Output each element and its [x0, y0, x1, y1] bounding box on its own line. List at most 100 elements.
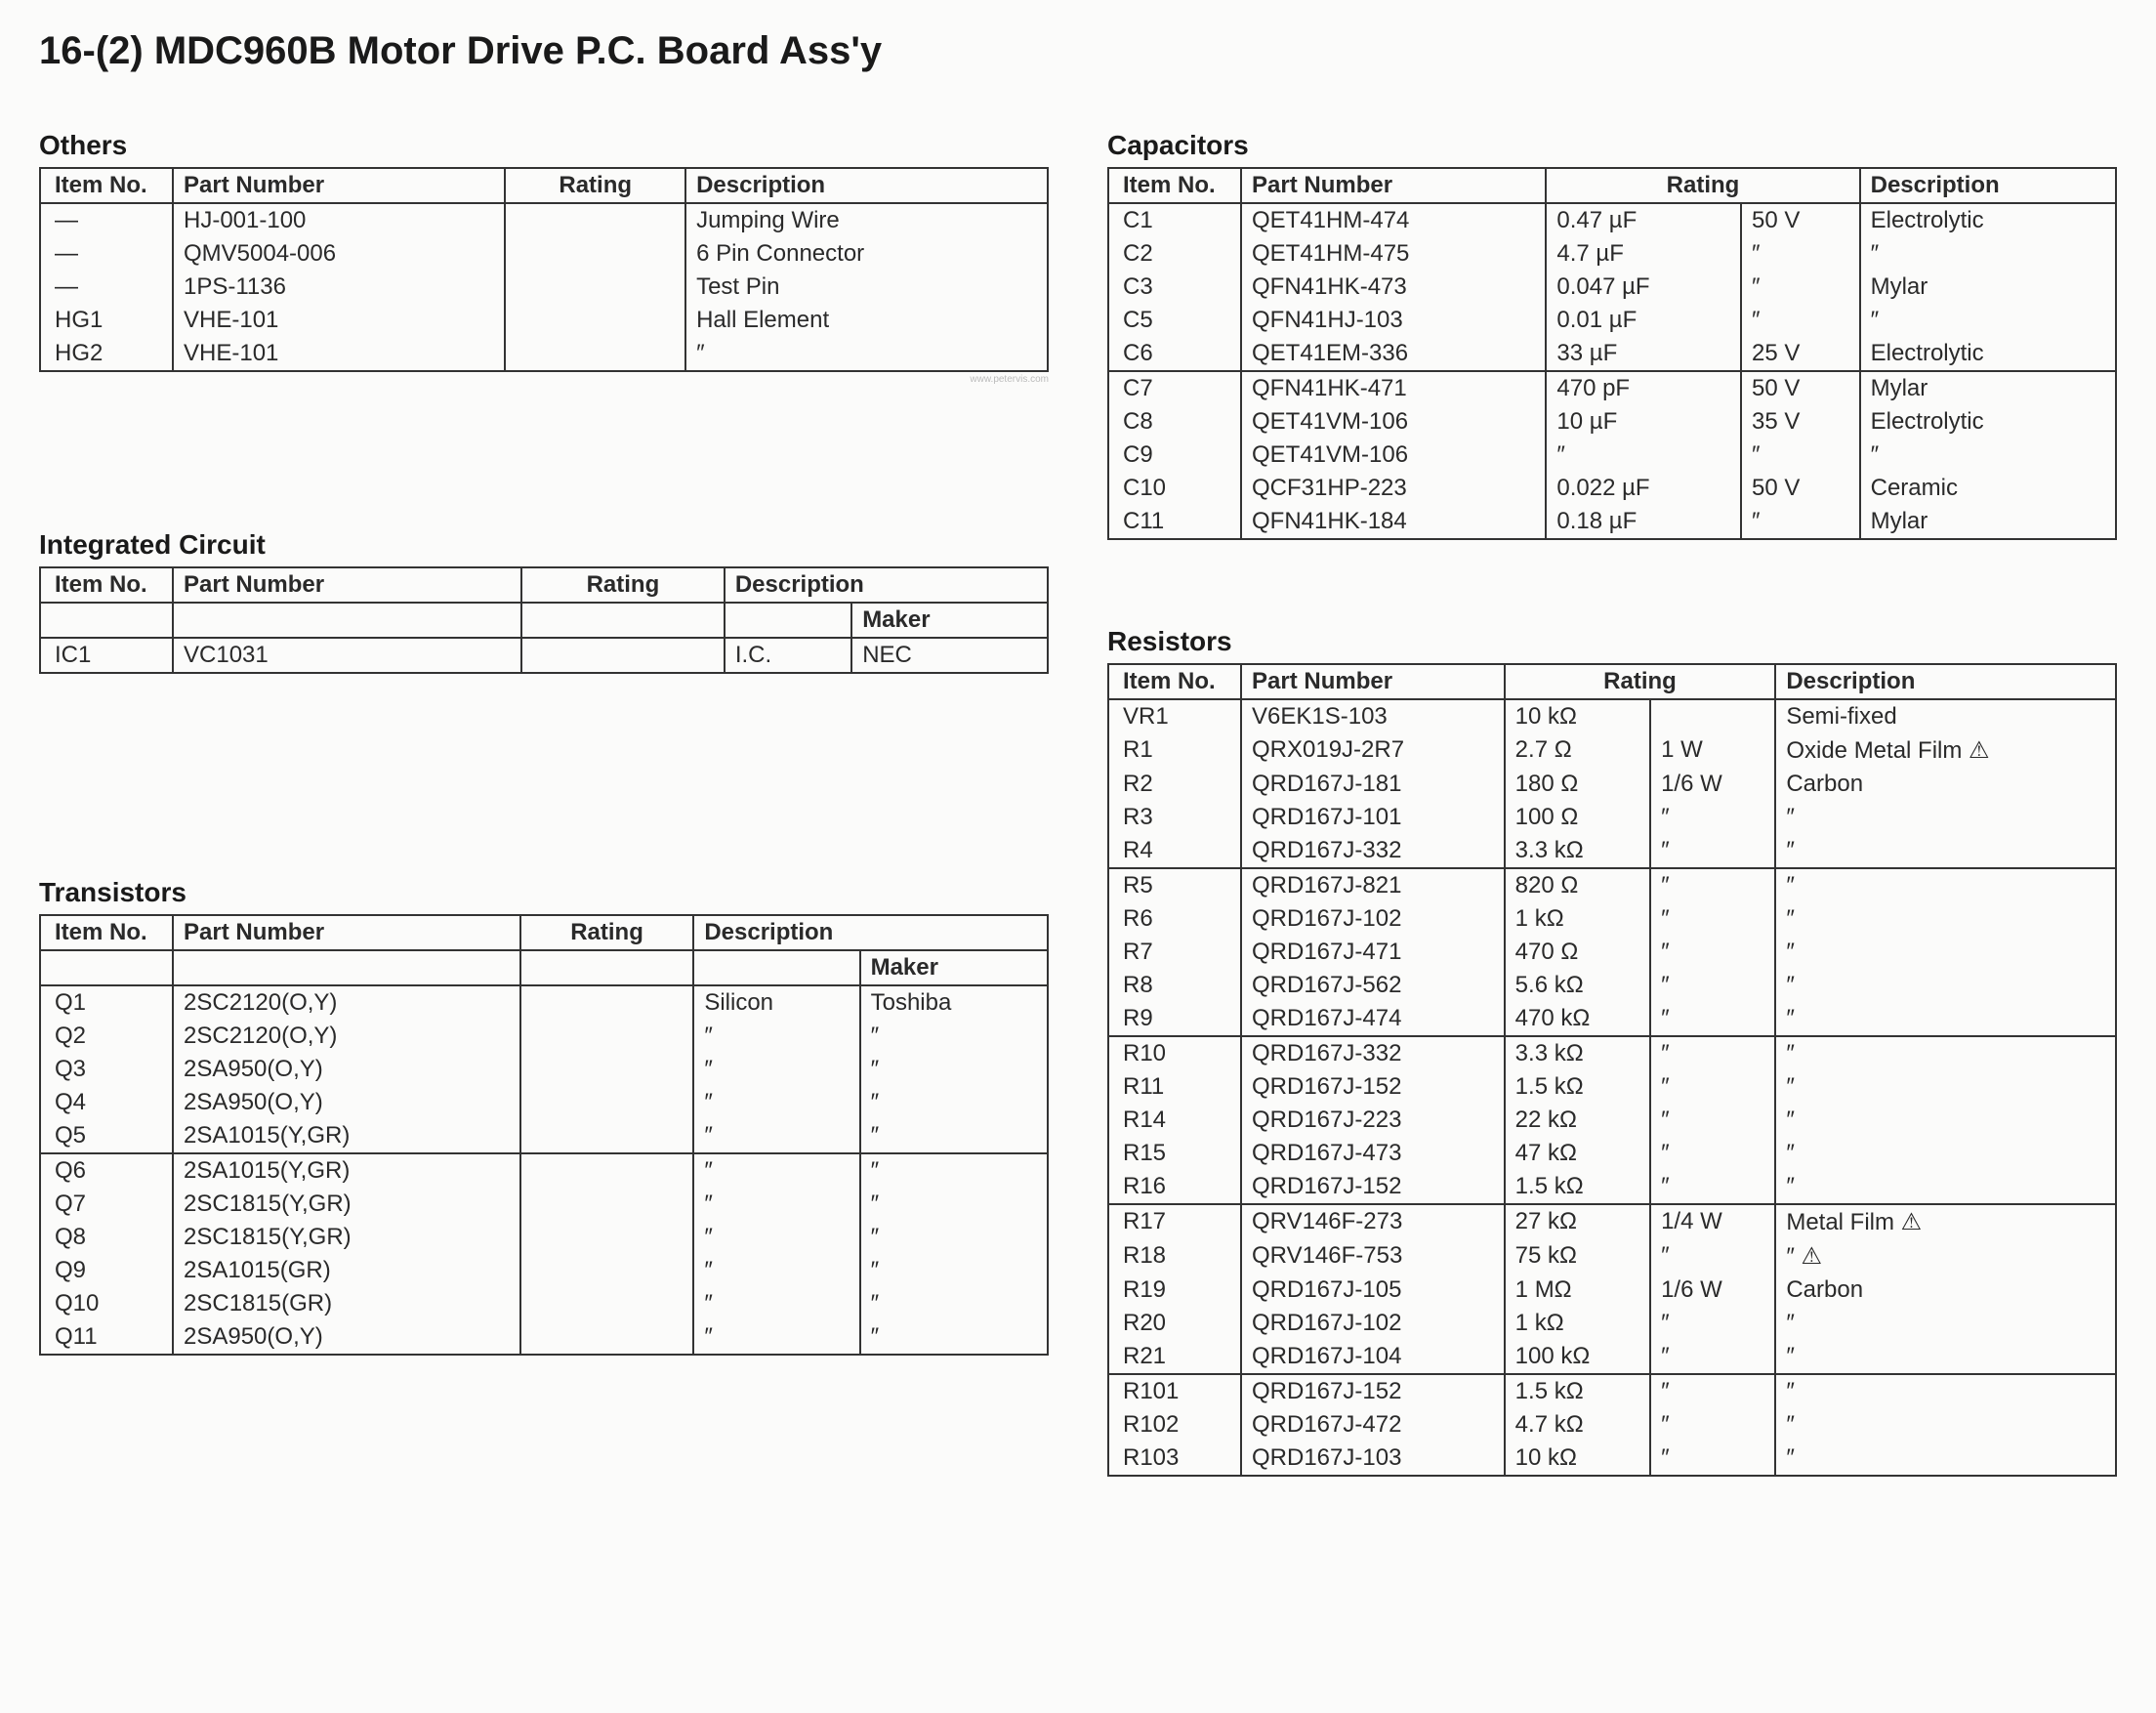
- cell: 1.5 kΩ: [1505, 1070, 1650, 1104]
- cell: ″: [1775, 1002, 2116, 1036]
- cell: Jumping Wire: [685, 203, 1048, 237]
- cell: Q6: [40, 1153, 173, 1188]
- cell: ″: [693, 1153, 859, 1188]
- cell: Semi-fixed: [1775, 699, 2116, 733]
- cell: [40, 603, 173, 638]
- col-rating: Rating: [521, 567, 725, 603]
- cell: Q3: [40, 1053, 173, 1086]
- table-row: IC1VC1031I.C.NEC: [40, 638, 1048, 673]
- col-part: Part Number: [1241, 664, 1505, 699]
- transistors-title: Transistors: [39, 877, 1049, 908]
- cell: QRD167J-104: [1241, 1340, 1505, 1374]
- cell: 2SA1015(Y,GR): [173, 1119, 520, 1153]
- cell: Q7: [40, 1188, 173, 1221]
- cell: 1.5 kΩ: [1505, 1374, 1650, 1408]
- cell: QRD167J-332: [1241, 1036, 1505, 1070]
- cell: Metal Film ⚠: [1775, 1204, 2116, 1239]
- cell: 2SA1015(Y,GR): [173, 1153, 520, 1188]
- cell: QRD167J-473: [1241, 1137, 1505, 1170]
- cell: ″: [1650, 834, 1775, 868]
- cell: ″ ⚠: [1775, 1239, 2116, 1274]
- cell: QRD167J-152: [1241, 1070, 1505, 1104]
- col-desc: Description: [725, 567, 1048, 603]
- cell: [505, 237, 685, 271]
- cell: R16: [1108, 1170, 1241, 1204]
- table-row: Q112SA950(O,Y)″″: [40, 1320, 1048, 1355]
- cell: QET41HM-475: [1241, 237, 1546, 271]
- cell: R10: [1108, 1036, 1241, 1070]
- cell: 1PS-1136: [173, 271, 505, 304]
- cell: ″: [1650, 1070, 1775, 1104]
- cell: [520, 950, 694, 985]
- cell: 50 V: [1741, 371, 1860, 405]
- cell: ″: [1741, 304, 1860, 337]
- cell: IC1: [40, 638, 173, 673]
- cell: ″: [1741, 439, 1860, 472]
- ic-body: MakerIC1VC1031I.C.NEC: [40, 603, 1048, 673]
- cell: Electrolytic: [1860, 203, 2116, 237]
- cell: ″: [1775, 1036, 2116, 1070]
- cell: QCF31HP-223: [1241, 472, 1546, 505]
- col-item: Item No.: [40, 567, 173, 603]
- cell: Q9: [40, 1254, 173, 1287]
- cell: 47 kΩ: [1505, 1137, 1650, 1170]
- cell: QFN41HK-473: [1241, 271, 1546, 304]
- cell: ″: [1650, 1340, 1775, 1374]
- cell: ″: [1741, 271, 1860, 304]
- cell: [505, 304, 685, 337]
- cell: 2.7 Ω: [1505, 733, 1650, 768]
- table-row: R16QRD167J-1521.5 kΩ″″: [1108, 1170, 2116, 1204]
- cell: ″: [1650, 868, 1775, 902]
- cell: 27 kΩ: [1505, 1204, 1650, 1239]
- cell: [520, 1053, 694, 1086]
- cell: R19: [1108, 1274, 1241, 1307]
- cell: 5.6 kΩ: [1505, 969, 1650, 1002]
- table-row: R15QRD167J-47347 kΩ″″: [1108, 1137, 2116, 1170]
- resistors-body: VR1V6EK1S-10310 kΩSemi-fixedR1QRX019J-2R…: [1108, 699, 2116, 1476]
- cell: [505, 203, 685, 237]
- cell: VHE-101: [173, 304, 505, 337]
- cell: ″: [1650, 969, 1775, 1002]
- cell: ″: [1775, 969, 2116, 1002]
- cell: ″: [860, 1020, 1048, 1053]
- cell: 0.18 µF: [1546, 505, 1741, 539]
- cell: HG2: [40, 337, 173, 371]
- table-row: C5QFN41HJ-1030.01 µF″″: [1108, 304, 2116, 337]
- cell: QMV5004-006: [173, 237, 505, 271]
- cell: ″: [1775, 1307, 2116, 1340]
- col-item: Item No.: [1108, 168, 1241, 203]
- table-row: R1QRX019J-2R72.7 Ω1 WOxide Metal Film ⚠: [1108, 733, 2116, 768]
- cell: R15: [1108, 1137, 1241, 1170]
- cell: [520, 1320, 694, 1355]
- cell: VR1: [1108, 699, 1241, 733]
- table-row: Maker: [40, 950, 1048, 985]
- table-row: C11QFN41HK-1840.18 µF″Mylar: [1108, 505, 2116, 539]
- cell: QFN41HJ-103: [1241, 304, 1546, 337]
- cell: [693, 950, 859, 985]
- cell: VHE-101: [173, 337, 505, 371]
- cell: R8: [1108, 969, 1241, 1002]
- cell: ″: [860, 1188, 1048, 1221]
- cell: Q1: [40, 985, 173, 1020]
- cell: Electrolytic: [1860, 405, 2116, 439]
- cell: 1 kΩ: [1505, 902, 1650, 936]
- cell: 2SC1815(Y,GR): [173, 1221, 520, 1254]
- cell: QFN41HK-471: [1241, 371, 1546, 405]
- cell: QRD167J-474: [1241, 1002, 1505, 1036]
- cell: QRD167J-471: [1241, 936, 1505, 969]
- cell: ″: [1650, 1137, 1775, 1170]
- cell: R5: [1108, 868, 1241, 902]
- cell: 470 Ω: [1505, 936, 1650, 969]
- col-desc: Description: [685, 168, 1048, 203]
- cell: ″: [860, 1119, 1048, 1153]
- cell: 6 Pin Connector: [685, 237, 1048, 271]
- col-desc: Description: [693, 915, 1048, 950]
- table-row: R9QRD167J-474470 kΩ″″: [1108, 1002, 2116, 1036]
- cell: I.C.: [725, 638, 851, 673]
- cell: C8: [1108, 405, 1241, 439]
- cell: [520, 1287, 694, 1320]
- cell: NEC: [851, 638, 1048, 673]
- cell: QRD167J-472: [1241, 1408, 1505, 1441]
- cell: —: [40, 237, 173, 271]
- cell: ″: [693, 1188, 859, 1221]
